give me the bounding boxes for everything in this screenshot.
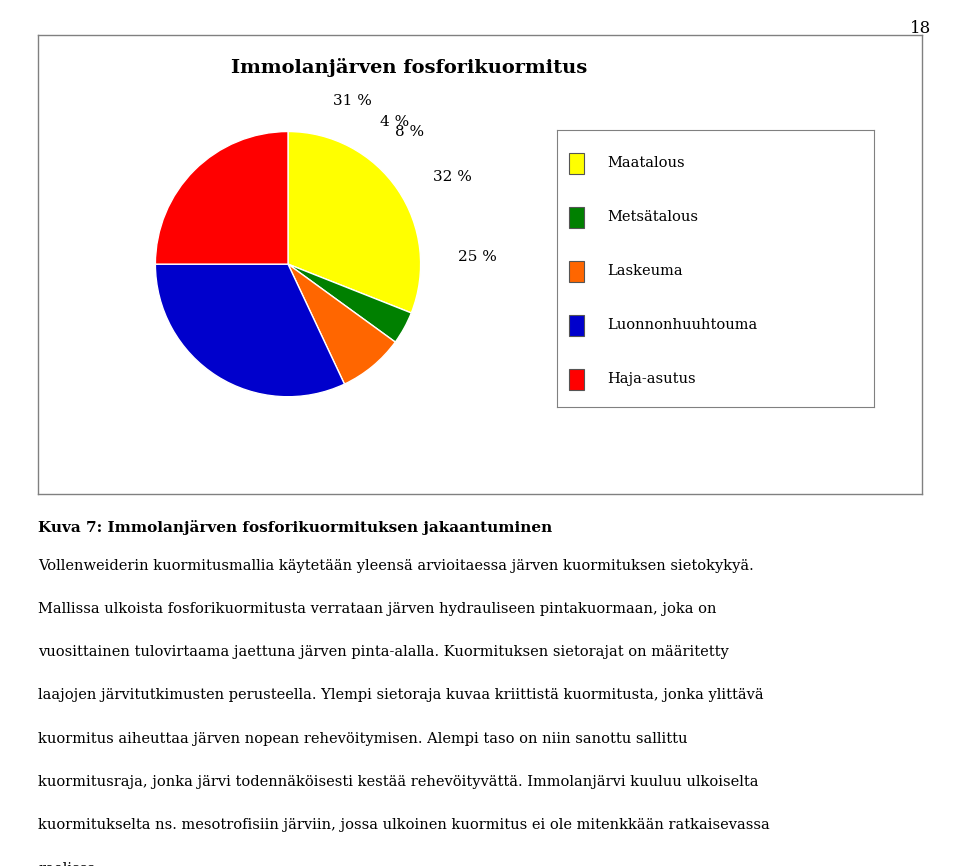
Text: Luonnonhuuhtouma: Luonnonhuuhtouma bbox=[608, 319, 757, 333]
Wedge shape bbox=[288, 132, 420, 313]
Text: laajojen järvitutkimusten perusteella. Ylempi sietoraja kuvaa kriittistä kuormit: laajojen järvitutkimusten perusteella. Y… bbox=[38, 688, 764, 702]
Text: Haja-asutus: Haja-asutus bbox=[608, 372, 696, 386]
Text: 18: 18 bbox=[910, 20, 931, 37]
Text: 8 %: 8 % bbox=[395, 126, 424, 139]
Text: kuormitukselta ns. mesotrofisiin järviin, jossa ulkoinen kuormitus ei ole mitenk: kuormitukselta ns. mesotrofisiin järviin… bbox=[38, 818, 770, 832]
Text: Metsätalous: Metsätalous bbox=[608, 210, 699, 224]
Text: 25 %: 25 % bbox=[458, 249, 496, 264]
Text: Mallissa ulkoista fosforikuormitusta verrataan järven hydrauliseen pintakuormaan: Mallissa ulkoista fosforikuormitusta ver… bbox=[38, 602, 717, 616]
Text: Vollenweiderin kuormitusmallia käytetään yleensä arvioitaessa järven kuormitukse: Vollenweiderin kuormitusmallia käytetään… bbox=[38, 559, 755, 572]
Bar bbox=[569, 152, 584, 173]
Wedge shape bbox=[288, 264, 411, 342]
Text: roolissa.: roolissa. bbox=[38, 862, 101, 866]
Text: 32 %: 32 % bbox=[434, 170, 472, 184]
Wedge shape bbox=[156, 132, 288, 264]
Text: Maatalous: Maatalous bbox=[608, 156, 685, 170]
Text: Laskeuma: Laskeuma bbox=[608, 264, 684, 278]
Text: vuosittainen tulovirtaama jaettuna järven pinta-alalla. Kuormituksen sietorajat : vuosittainen tulovirtaama jaettuna järve… bbox=[38, 645, 730, 659]
Wedge shape bbox=[156, 264, 345, 397]
Bar bbox=[569, 315, 584, 336]
Text: kuormitusraja, jonka järvi todennäköisesti kestää rehevöityvättä. Immolanjärvi k: kuormitusraja, jonka järvi todennäköises… bbox=[38, 775, 759, 789]
Bar bbox=[569, 369, 584, 390]
Text: kuormitus aiheuttaa järven nopean rehevöitymisen. Alempi taso on niin sanottu sa: kuormitus aiheuttaa järven nopean rehevö… bbox=[38, 732, 688, 746]
Bar bbox=[569, 261, 584, 281]
Text: Immolanjärven fosforikuormitus: Immolanjärven fosforikuormitus bbox=[231, 57, 588, 76]
Text: 4 %: 4 % bbox=[380, 115, 410, 129]
Bar bbox=[569, 207, 584, 228]
Wedge shape bbox=[288, 264, 396, 385]
Text: 31 %: 31 % bbox=[333, 94, 372, 107]
Text: Kuva 7: Immolanjärven fosforikuormituksen jakaantuminen: Kuva 7: Immolanjärven fosforikuormitukse… bbox=[38, 520, 553, 534]
